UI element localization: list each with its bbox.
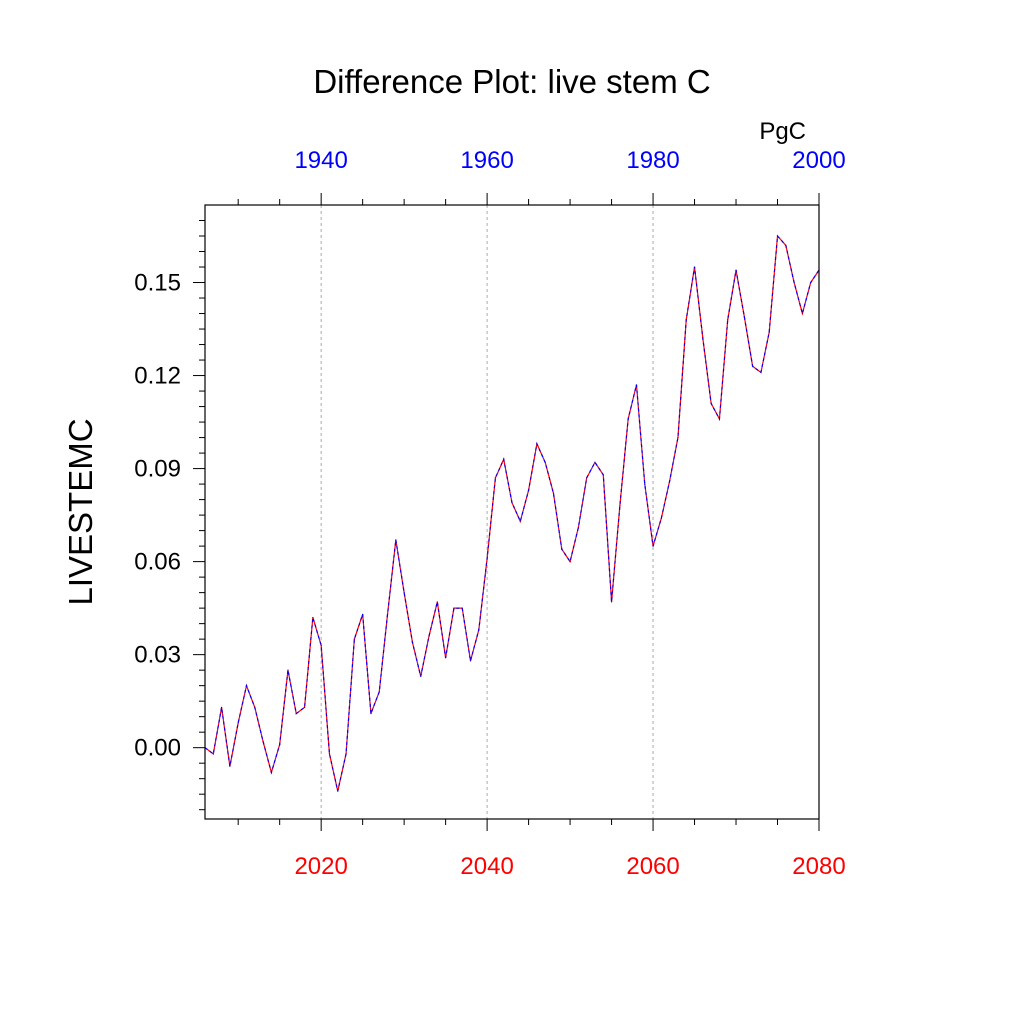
data-point (295, 712, 297, 715)
data-point (635, 384, 638, 386)
data-point (552, 492, 555, 494)
data-point (320, 644, 322, 646)
data-point (262, 740, 264, 743)
y-tick-label: 0.09 (134, 456, 181, 483)
x-bottom-tick-label: 2080 (792, 853, 845, 880)
data-point (793, 281, 795, 284)
data-point (619, 505, 621, 507)
x-bottom-tick-label: 2060 (626, 853, 679, 880)
data-point (561, 548, 563, 550)
y-tick-label: 0.06 (134, 549, 181, 576)
data-point (536, 443, 538, 445)
data-point (229, 765, 231, 767)
series-line-red (204, 234, 820, 792)
data-series (204, 234, 820, 792)
vertical-gridlines (320, 205, 654, 819)
data-point (220, 706, 223, 708)
data-point (353, 638, 355, 640)
data-point (212, 753, 214, 755)
data-point (469, 660, 472, 662)
data-point (677, 436, 679, 439)
data-point (752, 365, 754, 367)
data-point (279, 743, 281, 746)
data-point (486, 557, 488, 560)
x-top-tick-label: 2000 (792, 147, 845, 174)
data-point (760, 371, 762, 374)
data-point (312, 616, 314, 619)
data-point (461, 607, 463, 609)
units-label: PgC (759, 118, 806, 145)
data-point (445, 657, 447, 659)
y-axis-label: LIVESTEMC (62, 418, 99, 605)
data-point (702, 337, 704, 339)
data-point (503, 458, 505, 460)
data-point (511, 502, 513, 504)
data-point (660, 517, 662, 519)
y-tick-label: 0.15 (134, 270, 181, 297)
data-point (403, 592, 405, 594)
data-point (594, 461, 596, 463)
data-point (287, 669, 289, 671)
data-point (428, 635, 430, 637)
y-tick-label: 0.00 (134, 735, 181, 762)
data-point (801, 312, 804, 315)
data-point (586, 477, 588, 479)
x-axis-bottom: 2020 2040 2060 2080 (237, 819, 846, 880)
x-bottom-tick-label: 2040 (460, 853, 513, 880)
data-point (362, 613, 364, 615)
data-point (245, 685, 248, 687)
data-point (544, 461, 546, 463)
data-point (527, 489, 530, 491)
data-point (337, 790, 339, 792)
data-point (669, 480, 671, 482)
y-axis: 0.00 0.03 0.06 0.09 0.12 0.15 (134, 220, 205, 811)
data-point (370, 712, 372, 715)
data-point (395, 539, 397, 541)
data-point (303, 706, 306, 708)
data-point (569, 561, 571, 563)
data-point (436, 601, 438, 603)
data-point (743, 316, 745, 318)
x-top-tick-label: 1940 (294, 147, 347, 174)
data-point (693, 266, 696, 268)
data-point (710, 402, 712, 405)
data-point (420, 675, 422, 677)
data-point (810, 281, 812, 284)
data-point (378, 691, 380, 693)
x-bottom-tick-label: 2020 (294, 853, 347, 880)
data-point (453, 607, 455, 609)
data-point (254, 706, 256, 708)
data-point (727, 319, 729, 321)
data-point (627, 418, 629, 420)
data-point (735, 269, 737, 271)
data-point (602, 474, 604, 476)
data-point (610, 601, 613, 603)
data-point (652, 545, 654, 547)
data-point (270, 771, 272, 774)
y-tick-label: 0.12 (134, 363, 181, 390)
data-point (345, 753, 347, 755)
data-point (768, 331, 770, 333)
data-point (328, 753, 331, 755)
data-point (785, 244, 787, 246)
plot-frame (204, 204, 820, 820)
data-point (494, 477, 497, 479)
x-top-tick-label: 1980 (626, 147, 679, 174)
data-point (411, 641, 414, 643)
data-point (386, 613, 389, 615)
data-point (685, 319, 687, 321)
series-line-blue (204, 234, 820, 792)
chart-title: Difference Plot: live stem C (313, 63, 710, 100)
data-point (237, 722, 239, 724)
data-point (718, 418, 721, 420)
x-top-tick-label: 1960 (460, 147, 513, 174)
y-tick-label: 0.03 (134, 642, 181, 669)
data-point (577, 526, 579, 529)
data-point (478, 629, 480, 631)
data-point (644, 483, 646, 485)
data-point (519, 520, 521, 522)
x-axis-top: 1940 1960 1980 2000 (237, 147, 846, 205)
data-point (776, 235, 779, 237)
